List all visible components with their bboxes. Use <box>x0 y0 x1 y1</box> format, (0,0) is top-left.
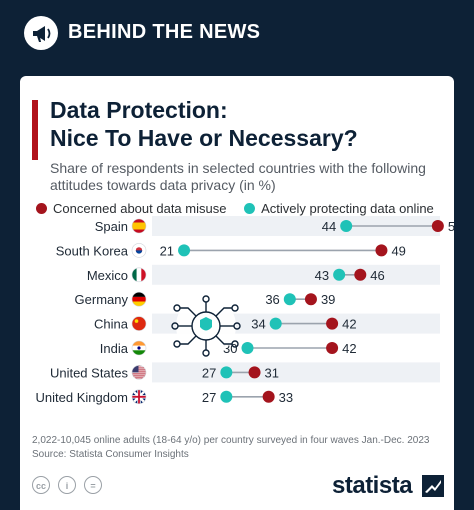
country-label-south-korea: South Korea <box>56 243 129 258</box>
creative-commons-icon: cc <box>32 476 50 494</box>
value-label-high-india: 42 <box>342 341 356 356</box>
value-label-high-spain: 57 <box>448 219 454 234</box>
value-label-low-germany: 36 <box>265 292 279 307</box>
value-label-low-south-korea: 21 <box>160 243 174 258</box>
dot-concerned-india <box>326 342 339 354</box>
dot-protecting-south-korea <box>178 244 191 257</box>
row-bg-mexico <box>152 264 440 285</box>
legend-item-protecting: Actively protecting data online <box>244 201 434 216</box>
footnote-source: Source: Statista Consumer Insights <box>32 449 189 460</box>
dot-concerned-united-states <box>248 366 261 379</box>
legend-label-protecting: Actively protecting data online <box>261 201 434 216</box>
flag-united-states-icon <box>131 365 147 380</box>
chart-plot: Spain 44 57 South Korea 21 49 Mexico 43 46 German… <box>36 216 454 407</box>
dot-protecting-china <box>269 317 282 330</box>
dot-protecting-india <box>241 342 254 354</box>
country-label-china: China <box>94 317 129 332</box>
flag-india-icon <box>131 340 147 356</box>
dot-concerned-china <box>326 317 339 330</box>
country-label-india: India <box>100 341 129 356</box>
shield-network-icon <box>171 295 241 357</box>
flag-mexico-icon <box>131 267 147 283</box>
value-label-high-united-states: 31 <box>265 365 279 380</box>
value-label-low-spain: 44 <box>322 219 336 234</box>
dot-concerned-united-kingdom <box>262 390 275 403</box>
value-label-high-south-korea: 49 <box>391 243 405 258</box>
dot-protecting-germany <box>283 293 296 306</box>
country-label-spain: Spain <box>95 219 128 234</box>
legend: Concerned about data misuse Actively pro… <box>36 201 448 216</box>
legend-dot-concerned <box>36 203 47 214</box>
dot-concerned-spain <box>431 220 444 232</box>
country-label-united-kingdom: United Kingdom <box>36 390 129 405</box>
chart-title: Data Protection: Nice To Have or Necessa… <box>50 96 358 152</box>
attribution-icon: i <box>58 476 76 494</box>
chart-card: Data Protection: Nice To Have or Necessa… <box>20 76 454 510</box>
megaphone-icon <box>24 16 58 50</box>
flag-united-kingdom-icon <box>131 389 147 405</box>
flag-spain-icon <box>131 218 147 234</box>
value-label-high-germany: 39 <box>321 292 335 307</box>
dot-concerned-germany <box>304 293 317 306</box>
value-label-low-united-states: 27 <box>202 365 216 380</box>
country-label-united-states: United States <box>50 365 129 380</box>
country-label-mexico: Mexico <box>87 268 128 283</box>
value-label-high-united-kingdom: 33 <box>279 390 293 405</box>
row-bg-united-states <box>152 362 440 383</box>
statista-mark-icon <box>422 475 444 497</box>
value-label-low-united-kingdom: 27 <box>202 390 216 405</box>
chart-subtitle: Share of respondents in selected countri… <box>50 160 426 193</box>
chart-title-line-2: Nice To Have or Necessary? <box>50 125 358 151</box>
value-label-high-china: 42 <box>342 317 356 332</box>
flag-south-korea-icon <box>131 243 147 258</box>
country-label-germany: Germany <box>75 292 129 307</box>
no-derivatives-icon: = <box>84 476 102 494</box>
header-title: BEHIND THE NEWS <box>68 21 261 43</box>
title-accent-bar <box>32 100 38 160</box>
header: BEHIND THE NEWS <box>0 0 474 68</box>
dot-protecting-spain <box>340 220 353 232</box>
dot-concerned-mexico <box>354 268 367 281</box>
chart-title-line-1: Data Protection: <box>50 97 228 123</box>
dot-protecting-united-states <box>220 366 233 379</box>
dot-protecting-united-kingdom <box>220 390 233 403</box>
legend-item-concerned: Concerned about data misuse <box>36 201 226 216</box>
footnote: 2,022-10,045 online adults (18-64 y/o) p… <box>32 434 429 462</box>
footnote-sample: 2,022-10,045 online adults (18-64 y/o) p… <box>32 435 430 446</box>
statista-logo: statista <box>332 472 413 499</box>
dot-protecting-mexico <box>333 268 346 281</box>
flag-china-icon <box>131 316 147 331</box>
row-bg-spain <box>152 216 440 236</box>
row-bg-united-kingdom <box>152 386 440 407</box>
value-label-high-mexico: 46 <box>370 268 384 283</box>
flag-germany-icon <box>131 291 147 307</box>
value-label-low-china: 34 <box>251 317 265 332</box>
legend-label-concerned: Concerned about data misuse <box>53 201 227 216</box>
dot-concerned-south-korea <box>375 244 388 257</box>
value-label-low-mexico: 43 <box>315 268 329 283</box>
legend-dot-protecting <box>244 203 256 214</box>
